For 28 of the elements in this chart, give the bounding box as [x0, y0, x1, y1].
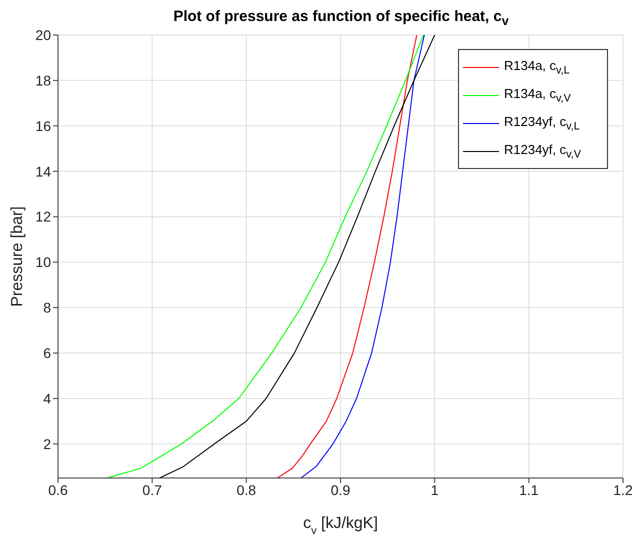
y-tick-label: 20 — [35, 26, 52, 43]
x-tick-label: 0.8 — [236, 482, 256, 498]
y-tick-label: 8 — [43, 300, 52, 316]
x-tick-label: 0.9 — [330, 482, 350, 498]
x-tick-label: 1.1 — [519, 482, 539, 498]
y-tick-label: 16 — [35, 118, 52, 134]
y-tick-label: 6 — [43, 345, 52, 362]
legend-label: R134a, c$_{v,V}$ — [504, 86, 571, 104]
line-series — [159, 35, 436, 478]
y-tick-label: 12 — [35, 208, 52, 225]
y-tick-label: 10 — [35, 254, 52, 270]
legend-label: R1234yf, c$_{v,V}$ — [504, 142, 581, 160]
line-series — [106, 35, 424, 478]
y-tick-label: 18 — [35, 72, 52, 88]
y-tick-label: 14 — [35, 163, 52, 180]
line-series — [300, 35, 425, 478]
legend-label: R134a, c$_{v,L}$ — [504, 58, 570, 76]
x-tick-label: 0.7 — [142, 482, 162, 498]
chart-title: Plot of pressure as function of specific heat, c$_{v}$ — [172, 8, 510, 28]
y-tick-label: 2 — [43, 436, 52, 452]
line-series — [276, 35, 418, 478]
x-tick-label: 1 — [430, 482, 439, 498]
y-tick-label: 4 — [43, 390, 52, 406]
x-axis-title: c$_{v}$ [kJ/kgK] — [303, 515, 378, 537]
x-tick-label: 0.6 — [48, 482, 68, 498]
x-tick-label: 1.2 — [613, 482, 633, 498]
legend-label: R1234yf, c$_{v,L}$ — [504, 114, 580, 132]
y-axis-title: Pressure [bar] — [9, 206, 26, 307]
